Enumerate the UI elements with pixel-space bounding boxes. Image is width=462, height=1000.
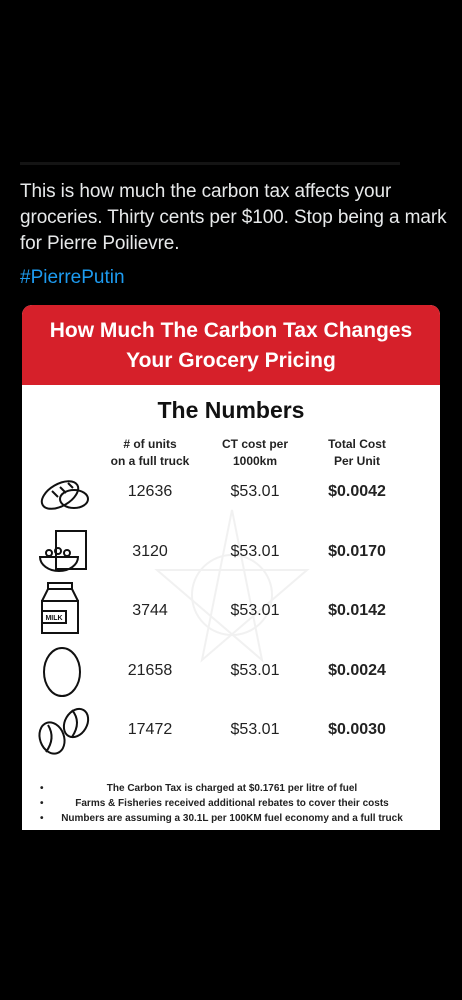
table-cell: $53.01 <box>230 483 280 500</box>
note: Farms & Fisheries received additional re… <box>32 796 432 811</box>
table-title: The Numbers <box>157 397 305 423</box>
table-cell: 21658 <box>127 662 173 679</box>
header-line: How Much The Carbon Tax Changes <box>49 319 413 342</box>
table-cell: 17472 <box>127 721 173 738</box>
header-line: Your Grocery Pricing <box>126 349 336 372</box>
milk-label: MILK <box>45 615 62 622</box>
column-header: Total Cost Per Unit <box>302 436 412 470</box>
column-header-line: # of units <box>123 437 177 451</box>
table-cell: $53.01 <box>230 662 280 679</box>
column-header-line: 1000km <box>232 454 278 468</box>
column-header: CT cost per 1000km <box>200 436 310 470</box>
note: The Carbon Tax is charged at $0.1761 per… <box>32 781 432 796</box>
bread-icon <box>40 480 89 510</box>
table-cell: 3120 <box>132 543 168 560</box>
table-cell: $0.0030 <box>328 721 386 738</box>
watermark <box>154 509 310 663</box>
milk-icon <box>41 582 79 634</box>
table-cell: 12636 <box>127 483 173 500</box>
note: Numbers are assuming a 30.1L per 100KM f… <box>32 811 432 826</box>
column-header-line: Total Cost <box>328 437 386 451</box>
notes: The Carbon Tax is charged at $0.1761 per… <box>32 781 432 826</box>
card-header: How Much The Carbon Tax Changes Your Gro… <box>22 305 440 385</box>
table-cell: $0.0024 <box>328 662 386 679</box>
table-cell: $0.0142 <box>328 602 386 619</box>
table-cell: $0.0042 <box>328 483 386 500</box>
table-cell: $53.01 <box>230 721 280 738</box>
icons: MILK <box>38 480 310 755</box>
infographic: How Much The Carbon Tax Changes Your Gro… <box>22 305 440 830</box>
cereal-icon <box>38 530 87 572</box>
column-header: # of units on a full truck <box>95 436 205 470</box>
table-cell: $53.01 <box>230 543 280 560</box>
coffee-icon <box>38 707 90 755</box>
column-header-line: CT cost per <box>221 437 288 451</box>
table-cell: 3744 <box>132 602 168 619</box>
table-cell: $0.0170 <box>328 543 386 560</box>
hashtag[interactable]: #PierrePutin <box>20 267 125 288</box>
egg-icon <box>43 647 81 697</box>
divider <box>20 162 400 165</box>
column-header-line: Per Unit <box>333 454 380 468</box>
table-cell: $53.01 <box>230 602 280 619</box>
tweet-text: This is how much the carbon tax affects … <box>20 181 447 254</box>
column-header-line: on a full truck <box>110 454 190 468</box>
